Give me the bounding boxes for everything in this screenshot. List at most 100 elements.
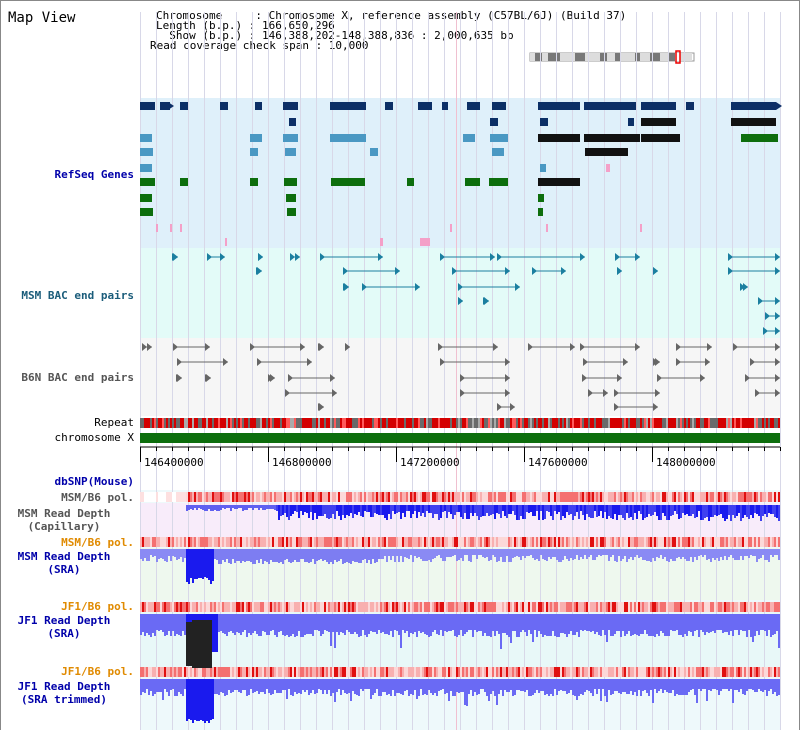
jf1-sra-depth-bar <box>424 614 426 634</box>
jf1-b6-pol-bar <box>476 602 478 612</box>
msm-sra-depth-bar <box>358 549 360 563</box>
repeat-segment <box>514 418 516 428</box>
msm-b6-pol2-bar <box>642 537 644 547</box>
gene-feature <box>641 134 680 142</box>
track-label-jf1-depth-trimmed-line2: (SRA trimmed) <box>20 693 108 706</box>
jf1-sra-depth-bar <box>756 614 758 631</box>
repeat-segment <box>768 418 770 428</box>
msm-sra-depth-bar <box>640 549 642 557</box>
jf1-b6-pol2-bar <box>310 667 312 677</box>
jf1-sra-depth-bar <box>572 614 574 635</box>
msm-sra-depth-bar <box>500 549 502 557</box>
jf1-trim-depth-bar <box>670 679 672 693</box>
repeat-segment <box>664 418 666 428</box>
jf1-sra-depth-bar <box>484 614 486 633</box>
jf1-trim-depth-bar <box>218 679 220 695</box>
msm-b6-pol2-bar <box>252 537 254 547</box>
repeat-segment <box>508 418 510 428</box>
jf1-sra-depth-bar <box>592 614 594 631</box>
repeat-segment <box>404 418 406 428</box>
msm-b6-pol-bar <box>250 492 252 502</box>
msm-cap-depth-bar <box>466 505 468 519</box>
jf1-b6-pol-bar <box>324 602 326 612</box>
jf1-b6-pol-bar <box>746 602 748 612</box>
gene-feature <box>490 134 508 142</box>
msm-b6-pol2-bar <box>608 537 610 547</box>
repeat-segment <box>158 418 160 428</box>
jf1-b6-pol-bar <box>410 602 412 612</box>
jf1-trim-depth-bar <box>374 679 376 693</box>
repeat-segment <box>762 418 764 428</box>
msm-sra-depth-bar <box>726 549 728 560</box>
msm-sra-depth-bar <box>492 549 494 555</box>
jf1-b6-pol2-bar <box>504 667 506 677</box>
msm-cap-depth-bar <box>412 505 414 514</box>
msm-cap-depth-bar <box>402 505 404 513</box>
jf1-sra-depth-bar <box>298 614 300 631</box>
msm-cap-depth-bar <box>284 505 286 513</box>
jf1-trim-depth-bar <box>464 679 466 705</box>
jf1-sra-depth-bar <box>748 614 750 630</box>
jf1-trim-depth-bar <box>668 679 670 693</box>
jf1-b6-pol-bar <box>314 602 316 612</box>
jf1-trim-depth-bar <box>156 679 158 692</box>
msm-b6-pol-bar <box>218 492 220 502</box>
jf1-b6-pol2-bar <box>476 667 478 677</box>
jf1-sra-depth-bar <box>460 614 462 630</box>
msm-b6-pol-bar <box>280 492 282 502</box>
jf1-sra-depth-bar <box>678 614 680 635</box>
msm-sra-depth-bar <box>766 549 768 560</box>
repeat-segment <box>672 418 674 428</box>
jf1-b6-pol2-bar <box>580 667 582 677</box>
jf1-trim-depth-bar <box>756 679 758 692</box>
msm-b6-pol-bar <box>640 492 642 502</box>
msm-b6-pol-bar <box>570 492 572 502</box>
msm-sra-depth-bar <box>366 549 368 563</box>
jf1-b6-pol2-bar <box>528 667 530 677</box>
msm-b6-pol-bar <box>198 492 200 502</box>
jf1-sra-depth-bar <box>666 614 668 636</box>
msm-sra-depth-bar <box>552 549 554 557</box>
msm-b6-pol2-bar <box>610 537 612 547</box>
jf1-sra-depth-bar <box>616 614 618 631</box>
jf1-sra-depth-bar <box>194 614 196 620</box>
jf1-b6-pol-bar <box>656 602 658 612</box>
msm-b6-pol-bar <box>650 492 652 502</box>
msm-sra-depth-bar <box>394 549 396 562</box>
repeat-segment <box>460 418 462 428</box>
msm-b6-pol-bar <box>234 492 236 502</box>
msm-b6-pol2-bar <box>526 537 528 547</box>
jf1-b6-pol2-bar <box>726 667 728 677</box>
jf1-trim-depth-bar <box>506 679 508 692</box>
msm-sra-depth-bar <box>774 549 776 555</box>
jf1-sra-depth-bar <box>408 614 410 637</box>
msm-b6-pol-bar <box>522 492 524 502</box>
jf1-b6-pol-bar <box>286 602 288 612</box>
jf1-trim-depth-bar <box>324 679 326 690</box>
jf1-sra-depth-bar <box>394 614 396 630</box>
jf1-b6-pol-bar <box>194 602 196 612</box>
msm-sra-depth-bar <box>672 549 674 561</box>
msm-b6-pol2-bar <box>404 537 406 547</box>
jf1-b6-pol2-bar <box>524 667 526 677</box>
jf1-trim-depth-bar <box>208 679 210 723</box>
msm-cap-depth-bar <box>618 505 620 515</box>
msm-sra-depth-bar <box>548 549 550 557</box>
repeat-segment <box>150 418 152 428</box>
jf1-sra-depth-bar <box>646 614 648 634</box>
msm-b6-pol2-bar <box>264 537 266 547</box>
msm-b6-pol-bar <box>400 492 402 502</box>
jf1-trim-depth-bar <box>622 679 624 692</box>
jf1-b6-pol2-bar <box>680 667 682 677</box>
msm-cap-depth-bar <box>758 505 760 516</box>
jf1-b6-pol-bar <box>636 602 638 612</box>
msm-b6-pol2-bar <box>746 537 748 547</box>
jf1-sra-depth-bar <box>704 614 706 635</box>
jf1-sra-depth-bar <box>372 614 374 632</box>
jf1-trim-depth-bar <box>584 679 586 692</box>
ideogram-band <box>585 53 600 61</box>
msm-cap-depth-bar <box>348 505 350 516</box>
msm-sra-depth-bar <box>368 549 370 560</box>
msm-sra-depth-bar <box>746 549 748 556</box>
